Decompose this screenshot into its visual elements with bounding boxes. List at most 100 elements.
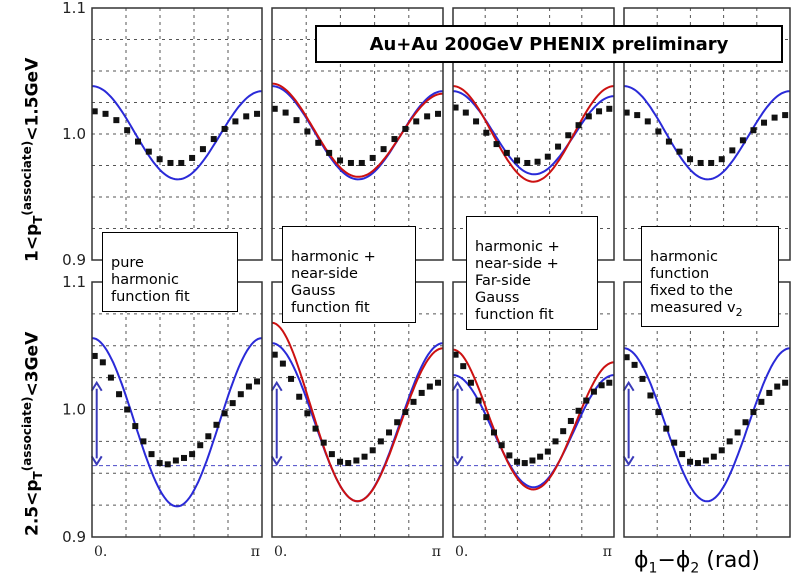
data-point [782,379,789,386]
panel-r2-c3 [451,281,615,538]
x-label-minus: −ϕ [657,548,691,573]
data-point [585,113,592,120]
data-point [534,158,541,165]
data-point [655,409,662,416]
y-label-top-post: <1.5GeV [22,57,43,141]
data-point [221,125,228,132]
data-point [288,375,295,382]
y-label-top-pre: 1<p [22,223,43,262]
fit-note-3-text: harmonic + near-side + Far-side Gauss fu… [475,239,560,323]
data-point [583,397,590,404]
data-point [483,129,490,136]
data-point [565,132,572,139]
panel-r1-c1 [91,7,263,261]
data-point [702,457,709,464]
data-point [282,109,289,116]
x-label-unit: (rad) [699,548,760,573]
y-tick-label: 1.0 [62,125,86,143]
y-label-bottom-sub: T [31,471,46,480]
data-point [590,388,597,395]
data-point [524,159,531,166]
data-point [634,112,641,119]
data-point [156,460,163,467]
data-point [606,379,613,386]
data-point [178,159,185,166]
data-point [467,379,474,386]
data-point [687,458,694,465]
harmonic-fit-curve [91,337,263,508]
data-point [506,452,513,459]
y-tick-label: 1.0 [62,401,86,419]
amplitude-arrow-head-down [451,455,464,467]
data-point [596,108,603,115]
y-label-top-sub: T [31,215,46,224]
fit-note-4: harmonic function fixed to the measured … [641,226,779,327]
y-label-bottom-pre: 2.5<p [22,479,43,536]
data-point [710,453,717,460]
fit-note-1: pure harmonic function fit [102,232,238,312]
data-point [644,118,651,125]
gauss-fit-curve [271,321,444,503]
data-point [391,136,398,143]
data-point [671,439,678,446]
data-point [180,454,187,461]
x-tick-label: 0. [94,544,107,560]
data-point [676,148,683,155]
data-point [718,156,725,163]
data-point [623,354,630,361]
data-point [199,146,206,153]
x-label-sub1: 1 [648,560,658,577]
harmonic-fit-curve [91,85,263,181]
data-point [665,138,672,145]
data-point [229,400,236,407]
y-label-bottom-post: <3GeV [22,331,43,397]
data-point [413,118,420,125]
data-point [687,156,694,163]
data-point [271,105,278,112]
data-point [337,157,344,164]
data-point [102,110,109,117]
panel-r2-c1 [90,281,263,538]
data-point [424,113,431,120]
data-point [567,417,574,424]
data-point [254,378,261,385]
data-point [369,154,376,161]
data-point [426,383,433,390]
data-point [771,114,778,121]
data-point [761,119,768,126]
amplitude-arrow-head-up [90,380,103,392]
data-point [271,351,278,358]
data-point [402,125,409,132]
data-point [197,442,204,449]
data-point [315,139,322,146]
data-point [134,138,141,145]
data-point [232,118,239,125]
data-point [679,451,686,458]
data-point [358,159,365,166]
data-point [462,109,469,116]
data-point [293,117,300,124]
data-point [91,108,98,115]
data-point [639,375,646,382]
data-point [734,429,741,436]
data-point [435,379,442,386]
data-point [766,389,773,396]
data-point [337,458,344,465]
x-tick-label: π [603,544,612,560]
data-point [493,141,500,148]
data-point [167,159,174,166]
data-point [361,453,368,460]
data-point [369,447,376,454]
data-point [410,398,417,405]
data-point [221,410,228,417]
data-point [113,117,120,124]
fit-note-4-text: harmonic function fixed to the measured … [650,249,736,316]
gauss-fit-curve [452,85,615,183]
chart-label: Au+Au 200GeV PHENIX preliminary [315,25,783,63]
data-point [708,159,715,166]
data-point [452,104,459,111]
data-point [529,457,536,464]
chart-label-text: Au+Au 200GeV PHENIX preliminary [369,33,729,55]
y-axis-label-top: 1<pT(associate)<1.5GeV [20,58,45,262]
data-point [189,154,196,161]
